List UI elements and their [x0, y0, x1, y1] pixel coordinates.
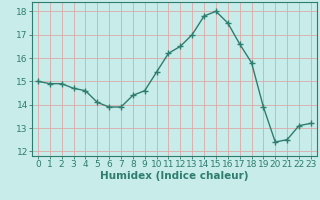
X-axis label: Humidex (Indice chaleur): Humidex (Indice chaleur) [100, 171, 249, 181]
